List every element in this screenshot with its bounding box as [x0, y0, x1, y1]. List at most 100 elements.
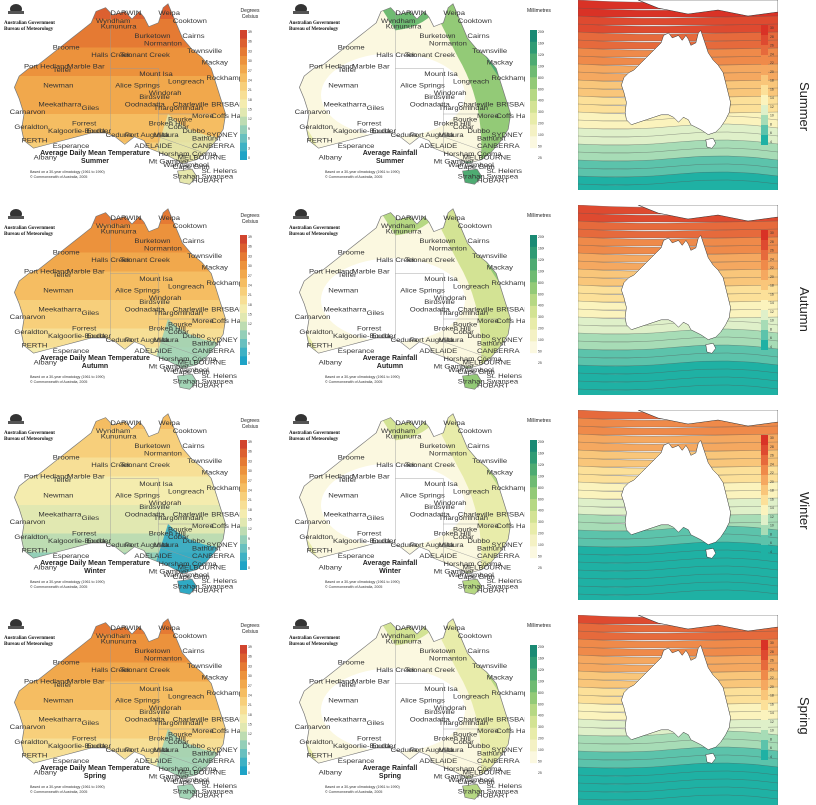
city-label: BRISBANE: [496, 717, 525, 723]
map-footnote: Based on a 30-year climatology (1961 to …: [30, 785, 150, 795]
city-label: Cobar: [168, 330, 190, 336]
city-label: Cooktown: [458, 633, 492, 639]
legend-swatch: [530, 487, 537, 499]
city-label: Broome: [338, 45, 365, 51]
city-label: Carnarvon: [10, 520, 46, 526]
legend-tick-label: 1200: [538, 258, 544, 262]
city-label: Cooma: [192, 561, 217, 567]
city-label: Thargomindah: [439, 106, 489, 112]
legend-tick-label: 1600: [538, 656, 544, 660]
legend-tick-label: 800: [538, 691, 544, 695]
legend-tick-label: 100: [538, 543, 544, 547]
city-label: Cooma: [477, 151, 502, 157]
legend-swatch: [761, 135, 768, 145]
city-label: Swansea: [487, 174, 519, 180]
legend-swatch: [530, 101, 537, 113]
city-label: Eucla: [371, 334, 390, 340]
legend-swatch: [240, 356, 247, 365]
city-label: BRISBANE: [496, 102, 525, 108]
legend-swatch: [530, 353, 537, 365]
city-label: Carnarvon: [295, 520, 331, 526]
legend-title: Millimetres: [523, 623, 555, 629]
legend-tick-label: 200: [538, 737, 544, 741]
city-label: Burketown: [134, 649, 170, 655]
city-label: Marble Bar: [352, 64, 390, 70]
city-label: Carnarvon: [295, 725, 331, 731]
city-label: Eucla: [86, 334, 105, 340]
city-label: Rockhampton: [206, 280, 240, 286]
city-label: Rockhampton: [491, 485, 525, 491]
city-label: Strahan: [173, 379, 200, 385]
legend-swatch: [530, 704, 537, 716]
city-label: Cobar: [168, 535, 190, 541]
legend-swatch: [240, 244, 247, 253]
city-label: Broome: [53, 660, 80, 666]
city-label: CANBERRA: [192, 349, 235, 355]
legend-tick-label: 22: [770, 61, 774, 65]
city-label: BRISBANE: [211, 717, 240, 723]
city-label: Townsville: [187, 49, 222, 55]
city-label: Mackay: [487, 470, 514, 476]
legend-swatch: [240, 143, 247, 152]
legend-swatch: [530, 740, 537, 752]
legend-tick-label: 1200: [538, 53, 544, 57]
city-label: Mackay: [487, 60, 514, 66]
city-label: Townsville: [472, 254, 507, 260]
city-label: Swansea: [202, 584, 234, 590]
city-label: Strahan: [458, 789, 485, 795]
legend-swatch: [530, 247, 537, 259]
legend-tick-label: 18: [248, 713, 252, 717]
legend-tick-label: 50: [538, 760, 542, 764]
legend-swatch: [240, 483, 247, 492]
legend-swatch: [761, 250, 768, 260]
legend-tick-label: 1200: [538, 668, 544, 672]
legend-swatch: [761, 710, 768, 720]
season-label: Spring: [797, 697, 812, 735]
city-label: Cobar: [168, 740, 190, 746]
legend-tick-label: 30: [248, 674, 252, 678]
city-label: Swansea: [487, 379, 519, 385]
city-label: Rockhampton: [206, 690, 240, 696]
legend-tick-label: 24: [770, 257, 774, 261]
city-label: Mildura: [439, 132, 464, 138]
city-label: Mount Isa: [424, 277, 458, 283]
legend-title: Degrees Celsius: [234, 418, 266, 430]
legend-tick-label: 1600: [538, 246, 544, 250]
city-label: DARWIN: [395, 626, 426, 632]
city-label: PERTH: [307, 343, 333, 349]
legend-tick-label: 12: [770, 310, 774, 314]
city-label: Normanton: [429, 246, 467, 252]
city-label: Coffs Harbour: [496, 113, 525, 119]
legend-swatch: [240, 688, 247, 697]
legend-tick-label: 300: [538, 110, 544, 114]
city-label: Rockhampton: [491, 280, 525, 286]
city-label: Windorah: [149, 91, 182, 97]
legend-swatch: [761, 740, 768, 750]
city-label: Strahan: [173, 584, 200, 590]
legend-tick-label: 1000: [538, 679, 544, 683]
legend-tick-label: 12: [248, 117, 252, 121]
city-label: Eucla: [86, 539, 105, 545]
legend-tick-label: 8: [770, 122, 772, 126]
city-label: DARWIN: [110, 11, 141, 17]
legend-swatch: [761, 320, 768, 330]
city-label: Cooktown: [173, 633, 207, 639]
city-label: Mackay: [487, 265, 514, 271]
legend-swatch: [530, 270, 537, 282]
legend-tick-label: 18: [248, 303, 252, 307]
map-title-line2: Summer: [315, 158, 465, 166]
city-label: Bathurst: [192, 546, 221, 552]
legend-swatch: [240, 99, 247, 108]
legend-swatch: [530, 77, 537, 89]
city-label: Broome: [338, 660, 365, 666]
legend-tick-label: 30: [248, 59, 252, 63]
city-label: Marble Bar: [352, 474, 390, 480]
city-label: Windorah: [149, 296, 182, 302]
legend-swatch: [240, 39, 247, 48]
